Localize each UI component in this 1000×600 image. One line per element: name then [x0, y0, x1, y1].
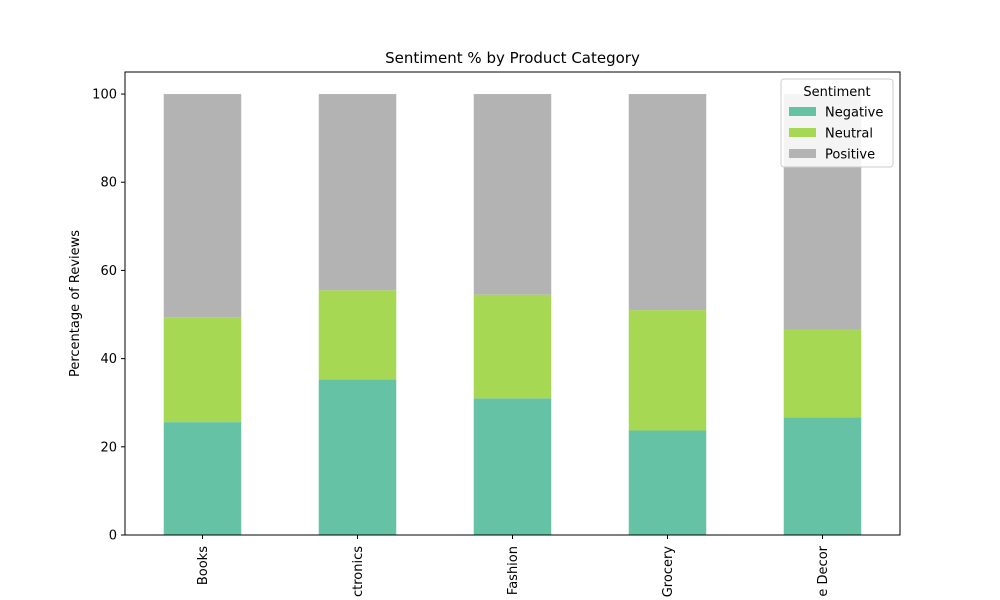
- y-tick-label: 60: [100, 264, 117, 279]
- bar-neutral-1: [163, 317, 242, 423]
- x-tick-label: Grocery: [661, 546, 676, 598]
- bar-neutral-4: [628, 310, 707, 431]
- y-axis: 0 20 40 60 80 100: [92, 88, 125, 544]
- legend-swatch-neutral: [789, 128, 816, 137]
- x-tick-label: Fashion: [506, 546, 521, 595]
- bar-neutral-2: [318, 290, 397, 380]
- y-tick-label: 80: [100, 176, 117, 191]
- x-tick-label: ctronics: [351, 546, 366, 597]
- y-tick-label: 40: [100, 352, 117, 367]
- x-tick-label: e Decor: [816, 545, 831, 596]
- bar-neutral-3: [473, 294, 552, 399]
- y-axis-label: Percentage of Reviews: [68, 230, 83, 377]
- bar-negative-2: [318, 379, 397, 535]
- bar-positive-2: [318, 94, 397, 291]
- legend-swatch-positive: [789, 149, 816, 158]
- bars-group: [163, 94, 862, 535]
- plot-frame: [124, 71, 901, 536]
- y-tick-label: 20: [100, 440, 117, 455]
- legend-label-positive: Positive: [825, 148, 875, 163]
- chart-title: Sentiment % by Product Category: [385, 49, 640, 67]
- legend: Sentiment Negative Neutral Positive: [780, 78, 894, 168]
- y-tick-label: 0: [109, 529, 117, 544]
- y-tick-label: 100: [92, 88, 117, 103]
- bar-negative-3: [473, 398, 552, 535]
- bar-negative-5: [783, 417, 862, 535]
- x-axis: Books ctronics Fashion Grocery e Decor: [196, 535, 831, 597]
- legend-label-negative: Negative: [825, 106, 883, 121]
- bar-negative-4: [628, 430, 707, 535]
- bar-positive-3: [473, 94, 552, 295]
- bar-neutral-5: [783, 329, 862, 418]
- legend-label-neutral: Neutral: [825, 127, 873, 142]
- x-tick-label: Books: [196, 546, 211, 585]
- legend-box: [780, 78, 894, 168]
- legend-title: Sentiment: [803, 85, 870, 100]
- legend-swatch-negative: [789, 107, 816, 116]
- bar-positive-1: [163, 94, 242, 318]
- bar-negative-1: [163, 422, 242, 535]
- bar-positive-4: [628, 94, 707, 311]
